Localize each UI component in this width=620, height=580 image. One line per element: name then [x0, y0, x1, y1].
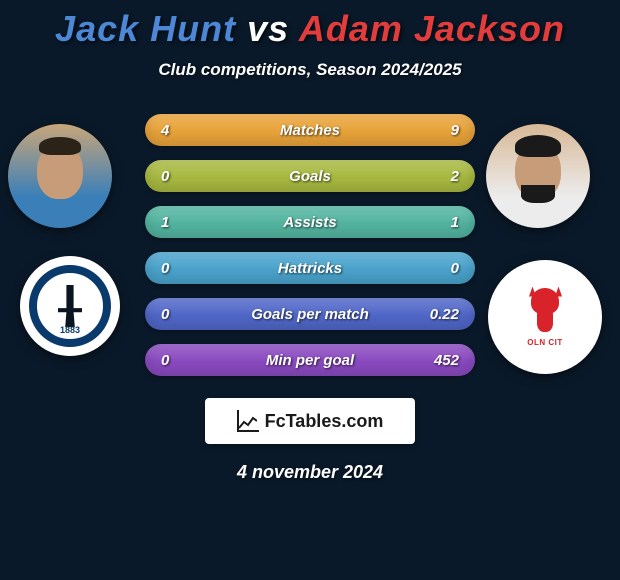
title-player2: Adam Jackson: [299, 8, 565, 49]
stat-right-value: 1: [419, 214, 459, 231]
stat-row-goals-per-match: 0 Goals per match 0.22: [145, 298, 475, 330]
stat-label: Hattricks: [278, 260, 342, 277]
stat-right-value: 0: [419, 260, 459, 277]
player1-head-icon: [37, 143, 83, 199]
title-vs: vs: [247, 8, 289, 49]
stat-row-matches: 4 Matches 9: [145, 114, 475, 146]
stat-left-value: 0: [161, 352, 201, 369]
stat-label: Goals: [289, 168, 331, 185]
page-title: Jack Hunt vs Adam Jackson: [0, 8, 620, 50]
stat-row-goals: 0 Goals 2: [145, 160, 475, 192]
stat-left-value: 0: [161, 168, 201, 185]
stat-left-value: 0: [161, 306, 201, 323]
source-badge: FcTables.com: [205, 398, 415, 444]
lincoln-imp-icon: [525, 288, 565, 336]
title-player1: Jack Hunt: [55, 8, 236, 49]
subtitle: Club competitions, Season 2024/2025: [0, 60, 620, 80]
stat-label: Assists: [283, 214, 336, 231]
comparison-card: Jack Hunt vs Adam Jackson Club competiti…: [0, 0, 620, 483]
player1-avatar: [8, 124, 112, 228]
player2-avatar: [486, 124, 590, 228]
lincoln-text: OLN CIT: [527, 338, 563, 347]
stat-right-value: 2: [419, 168, 459, 185]
brand-text: FcTables.com: [265, 411, 384, 432]
bristol-rovers-badge-icon: 1883: [29, 265, 111, 347]
date-text: 4 november 2024: [0, 462, 620, 483]
stat-label: Min per goal: [266, 352, 354, 369]
stat-row-hattricks: 0 Hattricks 0: [145, 252, 475, 284]
stat-row-min-per-goal: 0 Min per goal 452: [145, 344, 475, 376]
chart-line-icon: [237, 410, 259, 432]
stat-right-value: 0.22: [419, 306, 459, 323]
stat-label: Matches: [280, 122, 340, 139]
player1-club-badge: 1883: [20, 256, 120, 356]
stat-left-value: 0: [161, 260, 201, 277]
stat-label: Goals per match: [251, 306, 369, 323]
stat-row-assists: 1 Assists 1: [145, 206, 475, 238]
stat-left-value: 1: [161, 214, 201, 231]
lincoln-city-badge-icon: OLN CIT: [501, 273, 589, 361]
player2-head-icon: [515, 143, 561, 199]
stat-right-value: 9: [419, 122, 459, 139]
stats-column: 4 Matches 9 0 Goals 2 1 Assists 1 0 Hattricks 0 0 Goa…: [145, 108, 475, 376]
fctables-logo: FcTables.com: [237, 410, 384, 432]
stat-left-value: 4: [161, 122, 201, 139]
player2-club-badge: OLN CIT: [488, 260, 602, 374]
stat-right-value: 452: [419, 352, 459, 369]
club-year: 1883: [60, 325, 80, 335]
